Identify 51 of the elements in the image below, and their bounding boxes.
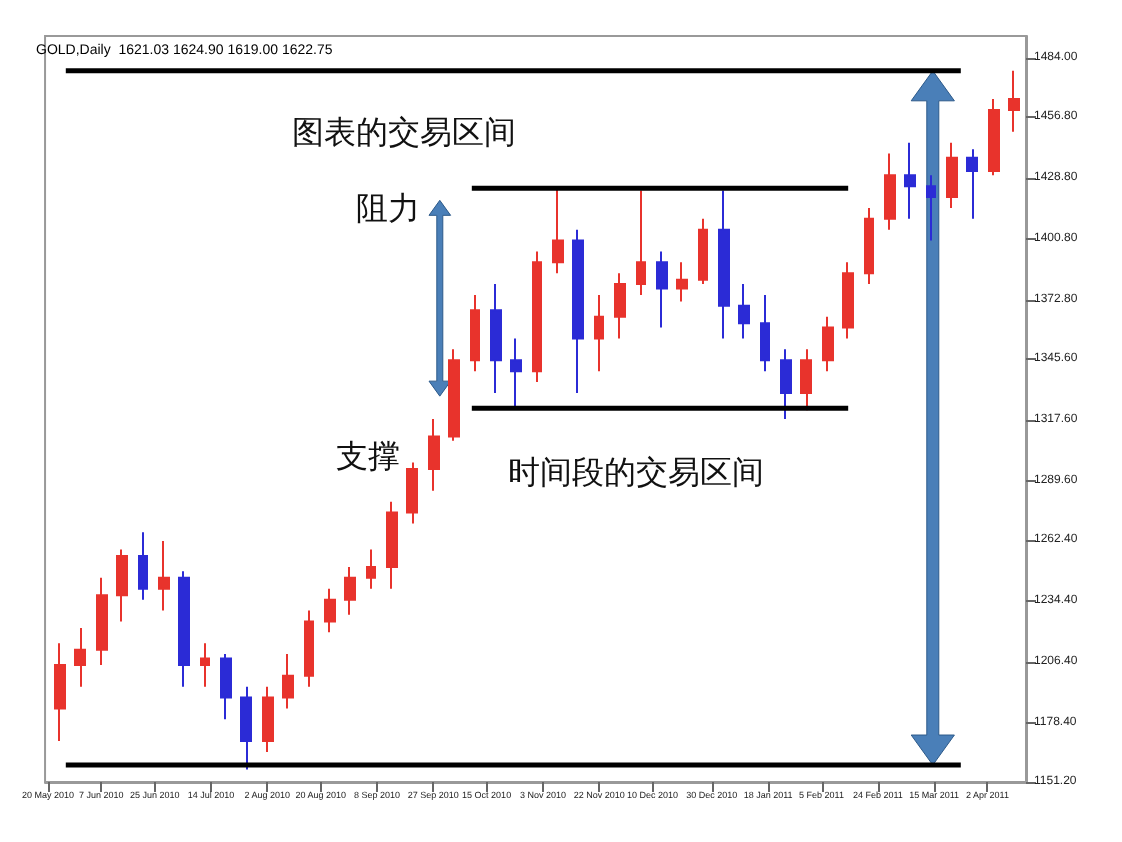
candlestick [344, 565, 356, 616]
candlestick [614, 272, 626, 340]
candlestick [822, 315, 834, 373]
candlestick [428, 418, 440, 492]
candlestick [800, 348, 812, 412]
candlestick [510, 337, 522, 410]
candlestick [842, 261, 854, 340]
candlestick [988, 98, 1000, 177]
candlestick [926, 174, 936, 242]
candlestick [676, 261, 688, 303]
candlestick [158, 539, 170, 612]
candlestick [636, 189, 646, 296]
candlestick [448, 348, 460, 442]
candlestick [54, 642, 66, 743]
candlestick [884, 152, 896, 231]
candlestick [966, 148, 978, 220]
candlestick [116, 548, 128, 623]
candlestick [698, 217, 708, 286]
candlestick [304, 609, 314, 688]
candlestick [240, 685, 252, 771]
candlestick [178, 570, 190, 688]
annotation: 图表的交易区间 [292, 113, 516, 151]
candlestick [386, 500, 398, 590]
candlestick [282, 653, 294, 710]
candlestick [470, 293, 480, 373]
candlestick [760, 293, 770, 373]
candlestick [220, 653, 232, 721]
candlestick [572, 228, 584, 394]
candlestick [718, 189, 730, 340]
candlestick [904, 141, 916, 220]
candlestick [552, 187, 564, 275]
candlestick [96, 576, 108, 666]
candlestick [324, 587, 336, 634]
candlestick [532, 250, 542, 384]
candlestick [1008, 69, 1020, 133]
candlestick [74, 626, 86, 688]
candlestick [200, 642, 210, 688]
candlestick [262, 685, 274, 753]
candlestick [138, 531, 148, 601]
candlestick [780, 348, 792, 421]
annotation: 时间段的交易区间 [508, 453, 764, 491]
candlestick [738, 283, 750, 340]
candlestick [864, 206, 874, 286]
annotation: 阻力 [356, 189, 420, 227]
candlestick [406, 461, 418, 525]
candlestick [946, 141, 958, 209]
candlestick [594, 293, 604, 373]
candlestick [366, 548, 376, 590]
candlestick [656, 250, 668, 329]
candlestick [490, 283, 502, 394]
annotation: 支撑 [336, 437, 400, 475]
